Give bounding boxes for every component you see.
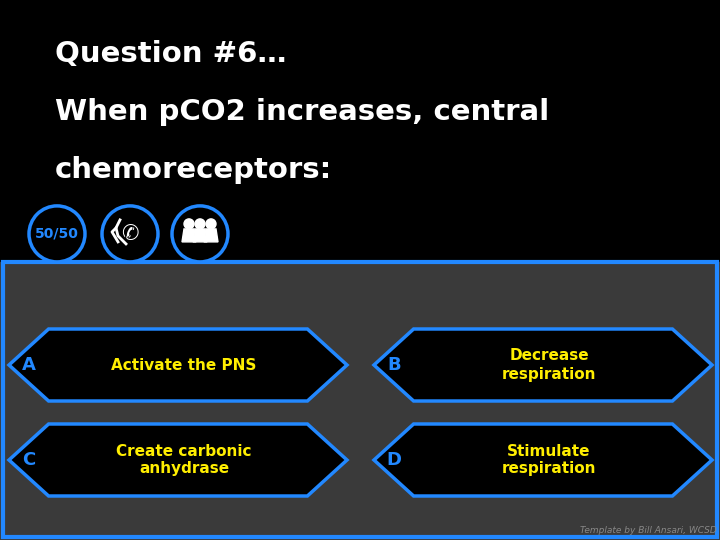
Text: D: D — [387, 451, 401, 469]
Polygon shape — [193, 229, 207, 242]
Circle shape — [206, 219, 216, 229]
Text: ✆: ✆ — [121, 224, 139, 244]
Circle shape — [172, 206, 228, 262]
Circle shape — [29, 206, 85, 262]
Text: B: B — [387, 356, 400, 374]
Text: A: A — [22, 356, 36, 374]
Text: Template by Bill Ansari, WCSD: Template by Bill Ansari, WCSD — [580, 526, 717, 535]
Polygon shape — [9, 329, 347, 401]
Text: C: C — [22, 451, 35, 469]
Polygon shape — [9, 424, 347, 496]
Text: Decrease
respiration: Decrease respiration — [502, 348, 596, 381]
Polygon shape — [374, 329, 712, 401]
Text: When pCO2 increases, central: When pCO2 increases, central — [55, 98, 549, 126]
Text: 50/50: 50/50 — [35, 227, 79, 241]
Bar — [3, 262, 717, 537]
Bar — [0, 262, 720, 540]
Polygon shape — [182, 229, 196, 242]
Text: Question #6…: Question #6… — [55, 40, 287, 68]
Circle shape — [184, 219, 194, 229]
Circle shape — [102, 206, 158, 262]
Text: chemoreceptors:: chemoreceptors: — [55, 156, 332, 184]
Circle shape — [195, 219, 205, 229]
Text: Create carbonic
anhydrase: Create carbonic anhydrase — [116, 443, 252, 476]
Polygon shape — [374, 424, 712, 496]
Text: Stimulate
respiration: Stimulate respiration — [502, 443, 596, 476]
Bar — [0, 0, 720, 262]
Text: Activate the PNS: Activate the PNS — [112, 357, 256, 373]
Polygon shape — [204, 229, 218, 242]
